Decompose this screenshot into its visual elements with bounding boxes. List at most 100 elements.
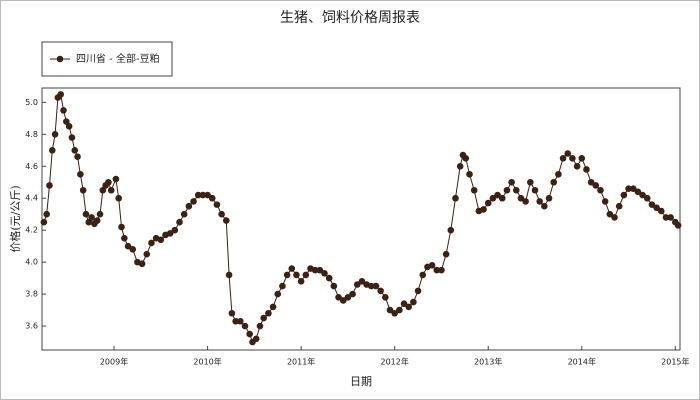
data-point xyxy=(592,182,600,189)
data-point xyxy=(265,309,272,317)
data-point xyxy=(662,214,670,221)
data-point xyxy=(60,107,67,114)
data-point xyxy=(107,186,115,194)
data-point xyxy=(550,178,558,186)
data-point xyxy=(545,194,553,202)
data-point xyxy=(65,123,73,130)
data-point xyxy=(176,218,183,226)
data-point xyxy=(462,154,470,162)
data-point xyxy=(260,314,268,322)
data-point xyxy=(148,239,155,247)
data-point xyxy=(293,271,300,279)
data-point xyxy=(43,210,50,218)
data-point xyxy=(321,270,328,277)
data-point xyxy=(51,131,59,138)
data-point xyxy=(559,154,567,162)
data-point xyxy=(527,178,534,186)
x-tick-label: 2009年 xyxy=(100,357,128,367)
data-point xyxy=(88,214,95,221)
data-point xyxy=(615,202,623,210)
data-point xyxy=(578,154,586,162)
data-point xyxy=(166,230,174,237)
data-point xyxy=(611,214,618,221)
data-point xyxy=(40,218,48,226)
data-point xyxy=(536,198,543,205)
data-point xyxy=(601,198,609,205)
data-point xyxy=(237,317,244,325)
data-point xyxy=(199,191,207,199)
data-point xyxy=(228,309,236,317)
data-point xyxy=(353,281,361,288)
data-point xyxy=(297,278,305,285)
data-point xyxy=(96,210,104,218)
data-point xyxy=(405,303,413,311)
data-point xyxy=(489,194,497,202)
data-point xyxy=(517,194,525,202)
data-point xyxy=(204,191,211,199)
data-point xyxy=(358,278,366,285)
data-point xyxy=(573,162,581,170)
data-point xyxy=(185,202,193,210)
data-point xyxy=(494,191,501,199)
data-point xyxy=(48,147,56,154)
data-point xyxy=(583,166,590,173)
data-point xyxy=(325,274,333,282)
data-point xyxy=(414,287,422,295)
data-point xyxy=(171,226,179,234)
data-point xyxy=(274,290,282,298)
data-point xyxy=(118,223,125,231)
data-point xyxy=(625,185,632,192)
data-point xyxy=(99,186,107,194)
data-point xyxy=(82,210,90,218)
data-point xyxy=(180,210,188,218)
data-point xyxy=(339,297,347,304)
data-point xyxy=(157,236,165,244)
x-tick-label: 2015年 xyxy=(661,357,689,367)
y-tick-label: 4.0 xyxy=(25,258,38,267)
x-tick-label: 2012年 xyxy=(380,357,408,367)
data-point xyxy=(643,194,651,202)
data-point xyxy=(79,186,87,194)
data-point xyxy=(674,222,682,229)
data-point xyxy=(410,298,417,306)
x-tick-label: 2013年 xyxy=(474,357,502,367)
y-tick-label: 3.8 xyxy=(25,290,38,299)
x-tick-label: 2014年 xyxy=(568,357,596,367)
data-point xyxy=(194,191,202,199)
data-point xyxy=(302,271,310,279)
data-point xyxy=(129,246,137,253)
data-point xyxy=(396,306,403,314)
data-point xyxy=(213,201,221,208)
y-tick-label: 4.2 xyxy=(25,226,38,235)
x-axis-label: 日期 xyxy=(350,375,372,388)
data-point xyxy=(218,210,225,218)
data-point xyxy=(597,186,604,194)
data-point xyxy=(241,322,249,330)
data-point xyxy=(629,185,637,192)
y-tick-label: 3.6 xyxy=(25,322,38,331)
data-point xyxy=(452,194,459,202)
data-point xyxy=(648,201,656,208)
data-point xyxy=(508,178,515,186)
legend-marker xyxy=(56,55,64,63)
data-point xyxy=(335,293,342,301)
data-point xyxy=(246,330,253,338)
data-point xyxy=(93,217,101,224)
data-point xyxy=(208,194,216,202)
data-point xyxy=(138,260,146,268)
data-point xyxy=(349,290,356,298)
data-point xyxy=(68,134,76,141)
data-point xyxy=(667,214,674,221)
data-point xyxy=(46,182,53,189)
data-point xyxy=(316,266,324,274)
data-point xyxy=(372,282,380,290)
data-point xyxy=(143,250,151,258)
data-point xyxy=(269,303,277,311)
y-tick-label: 4.6 xyxy=(25,162,38,171)
legend-label: 四川省 - 全部-豆粕 xyxy=(76,52,160,65)
data-point xyxy=(77,170,84,178)
data-point xyxy=(190,198,197,205)
data-point xyxy=(279,282,286,290)
data-point xyxy=(531,186,539,194)
